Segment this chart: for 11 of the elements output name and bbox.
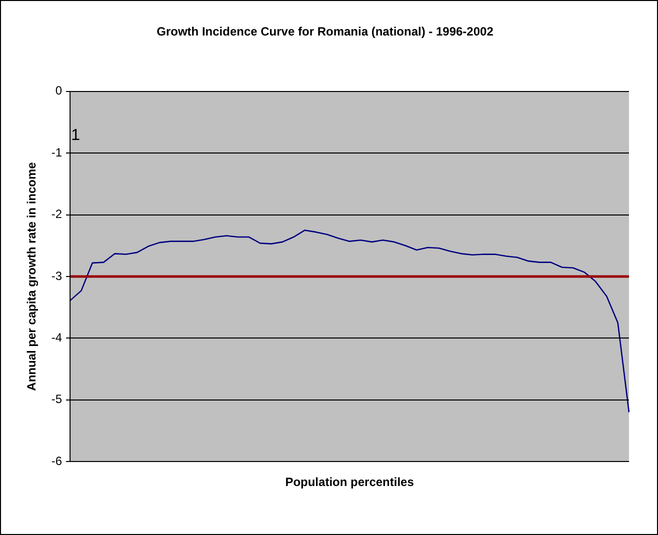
y-tick-label: -3 [51, 268, 62, 283]
y-tick-label: -6 [51, 454, 62, 468]
y-tick-label: 0 [55, 84, 62, 98]
y-axis-title: Annual per capita growth rate in income [24, 162, 39, 391]
y-tick-label: -2 [51, 207, 62, 222]
y-tick-label: -5 [51, 392, 62, 406]
y-tick-label: -4 [51, 330, 62, 345]
y-tick-label: -1 [51, 145, 62, 160]
chart-title: Growth Incidence Curve for Romania (national) - 1996-2002 [156, 24, 494, 39]
x-axis-title: Population percentiles [285, 475, 414, 490]
annotation: 1 [71, 126, 80, 144]
